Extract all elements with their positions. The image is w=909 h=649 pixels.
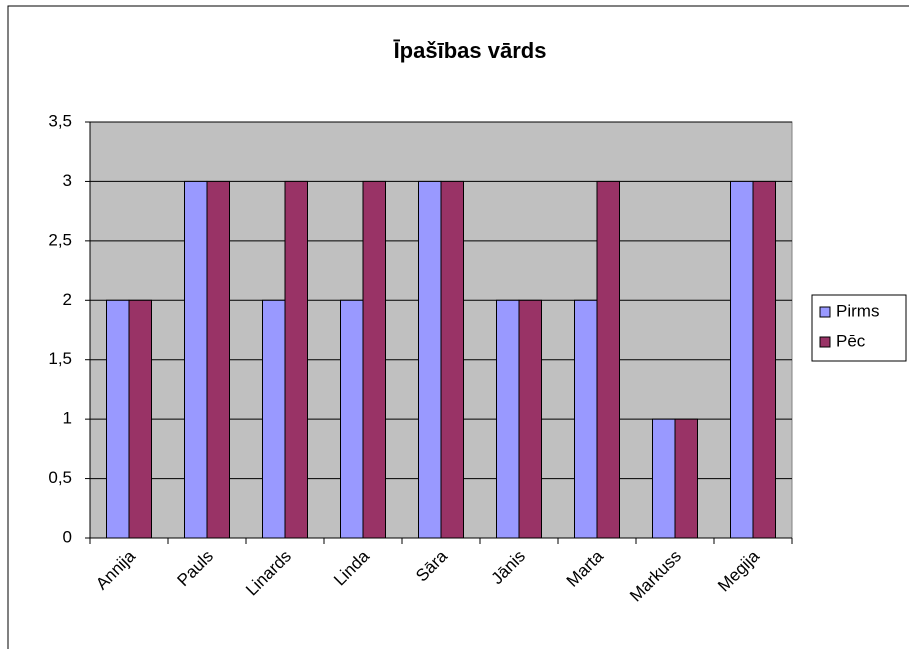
bar [652, 418, 676, 539]
bar [362, 180, 386, 539]
bar [340, 299, 364, 539]
legend-swatch [819, 306, 831, 318]
bar [752, 180, 776, 539]
bar [284, 180, 308, 539]
legend-label: Pēc [836, 331, 866, 350]
bar [262, 299, 286, 539]
y-tick-label: 1,5 [48, 349, 72, 368]
y-tick-label: 2 [63, 290, 72, 309]
bar [574, 299, 598, 539]
legend-swatch [819, 336, 831, 348]
y-tick-label: 2,5 [48, 230, 72, 249]
bar [674, 418, 698, 539]
bar [184, 180, 208, 539]
bar [418, 180, 442, 539]
bar [206, 180, 230, 539]
chart-title: Īpašības vārds [393, 38, 547, 63]
bar [496, 299, 520, 539]
legend [811, 294, 907, 362]
bar [518, 299, 542, 539]
bar [730, 180, 754, 539]
bar [596, 180, 620, 539]
legend-label: Pirms [836, 301, 879, 320]
y-tick-label: 1 [63, 409, 72, 428]
y-tick-label: 3 [63, 171, 72, 190]
bar [440, 180, 464, 539]
y-tick-label: 3,5 [48, 111, 72, 130]
bar [106, 299, 130, 539]
bar [128, 299, 152, 539]
y-tick-label: 0,5 [48, 468, 72, 487]
y-tick-label: 0 [63, 527, 72, 546]
